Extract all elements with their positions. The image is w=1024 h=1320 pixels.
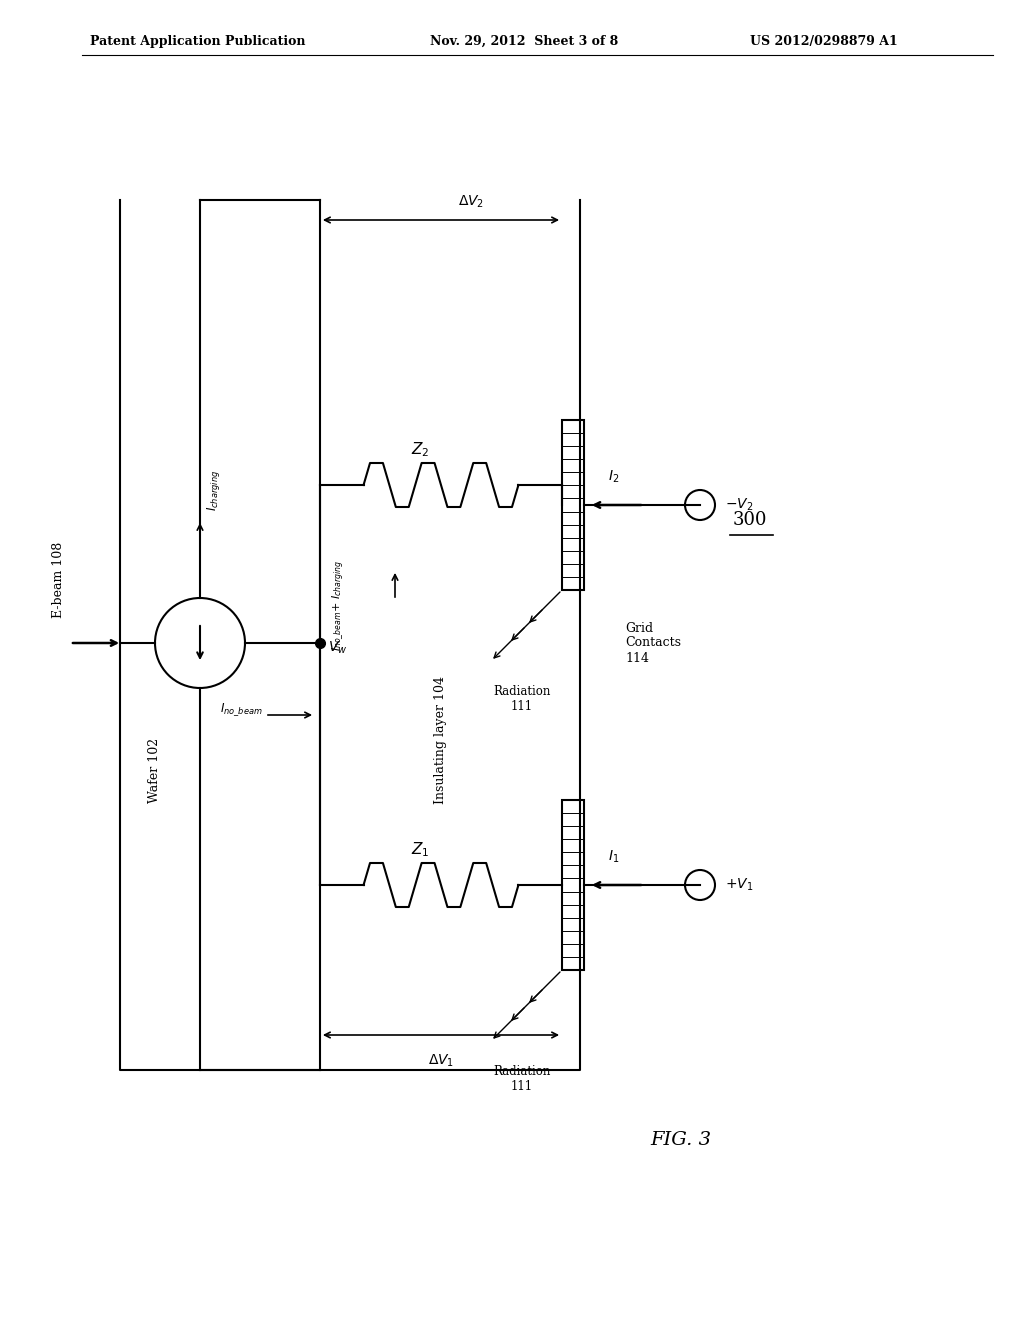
Text: Patent Application Publication: Patent Application Publication bbox=[90, 36, 305, 48]
Text: Grid
Contacts
114: Grid Contacts 114 bbox=[625, 622, 681, 664]
Text: $+V_1$: $+V_1$ bbox=[725, 876, 754, 894]
Text: Wafer 102: Wafer 102 bbox=[148, 738, 162, 803]
Text: $Z_1$: $Z_1$ bbox=[411, 841, 429, 859]
Text: $I_1$: $I_1$ bbox=[608, 849, 620, 865]
Text: $I_2$: $I_2$ bbox=[608, 469, 620, 484]
Text: $I_{charging}$: $I_{charging}$ bbox=[205, 470, 222, 511]
Text: Radiation
111: Radiation 111 bbox=[494, 1065, 551, 1093]
Text: $-V_2$: $-V_2$ bbox=[725, 496, 754, 513]
Text: $I_{no\_beam}$+ $I_{charging}$: $I_{no\_beam}$+ $I_{charging}$ bbox=[330, 560, 346, 651]
Text: US 2012/0298879 A1: US 2012/0298879 A1 bbox=[750, 36, 898, 48]
Text: $\Delta V_2$: $\Delta V_2$ bbox=[458, 194, 484, 210]
Text: E-beam 108: E-beam 108 bbox=[52, 541, 65, 618]
Text: FIG. 3: FIG. 3 bbox=[650, 1131, 711, 1148]
Bar bbox=[562, 420, 584, 590]
Bar bbox=[562, 800, 584, 970]
Text: $I_{no\_beam}$: $I_{no\_beam}$ bbox=[220, 702, 262, 718]
Text: Insulating layer 104: Insulating layer 104 bbox=[433, 676, 446, 804]
Text: 300: 300 bbox=[733, 511, 767, 529]
Text: Radiation
111: Radiation 111 bbox=[494, 685, 551, 713]
Text: Nov. 29, 2012  Sheet 3 of 8: Nov. 29, 2012 Sheet 3 of 8 bbox=[430, 36, 618, 48]
Text: $\Delta V_1$: $\Delta V_1$ bbox=[428, 1053, 454, 1069]
Text: $Z_2$: $Z_2$ bbox=[411, 441, 429, 459]
Text: $V_w$: $V_w$ bbox=[328, 640, 347, 656]
